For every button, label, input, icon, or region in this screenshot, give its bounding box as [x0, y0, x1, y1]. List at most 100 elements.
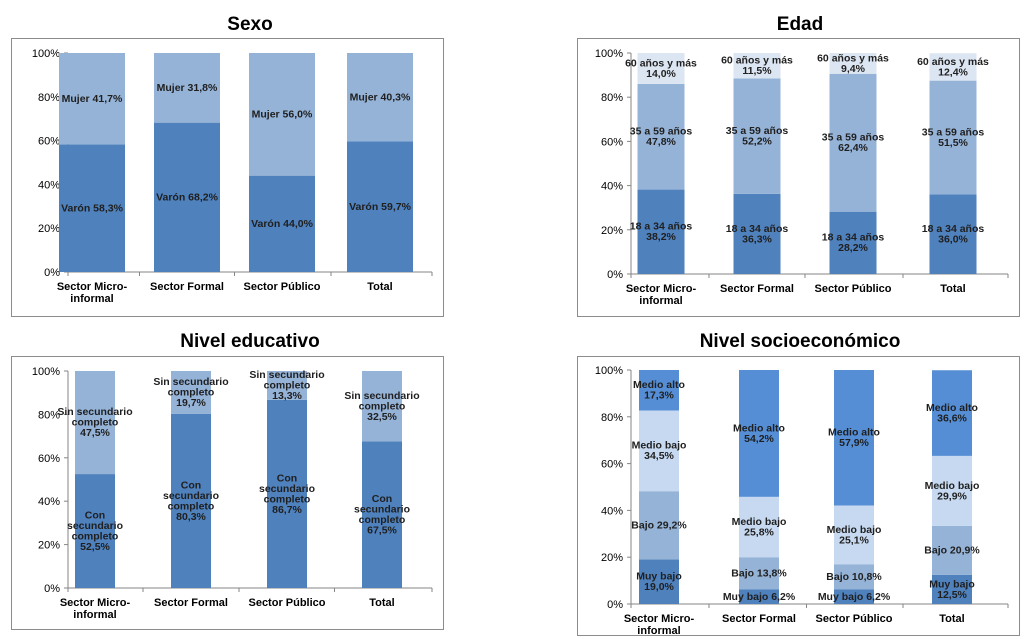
category-label-sector-micro-informal: Sector Micro-informal — [626, 283, 697, 307]
bar-sin-secundario-completo-total — [362, 371, 402, 442]
bar-mujer-total — [347, 53, 413, 142]
data-label-con-secundario-completo-sector-publico: Con secundario completo 86,7% — [259, 472, 315, 516]
data-label-medio-alto-sector-formal: Medio alto 54,2% — [733, 422, 785, 445]
y-tick-label: 0% — [44, 583, 60, 595]
y-tick-label: 100% — [595, 365, 623, 377]
y-tick-label: 20% — [38, 540, 60, 552]
bar-35-a-59-anos-sector-publico — [829, 73, 877, 212]
y-tick-label: 40% — [601, 181, 623, 193]
data-label-medio-bajo-total: Medio bajo 29,9% — [925, 480, 980, 503]
data-label-mujer-sector-publico: Mujer 56,0% — [252, 108, 313, 120]
data-label-35-a-59-anos-sector-micro-informal: 35 a 59 años 47,8% — [630, 126, 693, 149]
chart-title-edad: Edad — [776, 14, 824, 35]
category-label-sector-publico: Sector Público — [814, 283, 891, 295]
category-label-sector-formal: Sector Formal — [722, 613, 796, 625]
data-label-medio-bajo-sector-formal: Medio bajo 25,8% — [732, 516, 787, 539]
data-label-varon-total: Varón 59,7% — [349, 201, 412, 213]
bar-medio-alto-sector-formal — [739, 370, 779, 497]
y-tick-label: 100% — [32, 48, 60, 60]
y-tick-label: 80% — [601, 92, 623, 104]
data-label-varon-sector-micro-informal: Varón 58,3% — [61, 202, 124, 214]
y-tick-label: 0% — [607, 269, 623, 281]
y-tick-label: 60% — [38, 453, 60, 465]
category-label-sector-publico: Sector Público — [815, 613, 892, 625]
bar-muy-bajo-total — [932, 574, 972, 604]
data-label-bajo-sector-micro-informal: Bajo 29,2% — [631, 520, 687, 532]
chart-title-sexo: Sexo — [227, 14, 273, 35]
data-label-medio-alto-total: Medio alto 36,6% — [926, 402, 978, 425]
bar-mujer-sector-publico — [249, 53, 315, 176]
data-label-con-secundario-completo-sector-micro-informal: Con secundario completo 52,5% — [67, 509, 123, 553]
bar-bajo-total — [932, 525, 972, 575]
bar-sin-secundario-completo-sector-formal — [171, 371, 211, 414]
category-label-total: Total — [367, 281, 392, 293]
bar-mujer-sector-formal — [154, 53, 220, 123]
y-tick-label: 60% — [601, 459, 623, 471]
y-tick-label: 80% — [38, 409, 60, 421]
bar-60-anos-y-mas-sector-formal — [733, 53, 781, 79]
data-label-medio-alto-sector-micro-informal: Medio alto 17,3% — [633, 379, 685, 402]
y-tick-label: 60% — [601, 136, 623, 148]
data-label-varon-sector-publico: Varón 44,0% — [251, 218, 314, 230]
data-label-60-anos-y-mas-sector-publico: 60 años y más 9,4% — [817, 52, 889, 75]
data-label-muy-bajo-sector-micro-informal: Muy bajo 19,0% — [636, 571, 682, 594]
chart-nivel-educativo: 0% 20% 40% 60% 80% 100% Sector Micro-informal S… — [11, 356, 444, 630]
data-label-medio-bajo-sector-publico: Medio bajo 25,1% — [827, 524, 882, 547]
bar-medio-bajo-total — [932, 455, 972, 526]
chart-sexo: 0% 20% 40% 60% 80% 100% Sector Micro-informal S… — [11, 38, 444, 317]
category-label-sector-micro-informal: Sector Micro-informal — [57, 281, 128, 305]
y-tick-label: 80% — [38, 92, 60, 104]
chart-edad: 0% 20% 40% 60% 80% 100% Sector Micro-informal S… — [577, 38, 1020, 317]
bar-varon-sector-micro-informal — [59, 144, 125, 272]
y-tick-label: 100% — [595, 48, 623, 60]
data-label-medio-alto-sector-publico: Medio alto 57,9% — [828, 427, 880, 450]
data-label-35-a-59-anos-sector-publico: 35 a 59 años 62,4% — [822, 132, 885, 155]
bar-sin-secundario-completo-sector-publico — [267, 371, 307, 400]
data-label-18-a-34-anos-total: 18 a 34 años 36,0% — [922, 223, 985, 246]
data-label-con-secundario-completo-total: Con secundario completo 67,5% — [354, 493, 410, 536]
category-label-total: Total — [940, 283, 965, 295]
y-tick-label: 20% — [38, 223, 60, 235]
data-label-mujer-sector-micro-informal: Mujer 41,7% — [62, 93, 123, 105]
chart-title-nivel-socioeconomico: Nivel socioeconómico — [699, 331, 901, 352]
data-label-muy-bajo-sector-publico: Muy bajo 6,2% — [818, 591, 891, 603]
category-label-total: Total — [369, 597, 394, 609]
data-label-bajo-sector-publico: Bajo 10,8% — [826, 571, 882, 583]
y-tick-label: 40% — [601, 505, 623, 517]
data-label-18-a-34-anos-sector-micro-informal: 18 a 34 años 38,2% — [630, 221, 693, 244]
bar-varon-sector-publico — [249, 175, 315, 272]
bar-bajo-sector-publico — [834, 564, 874, 590]
bar-medio-bajo-sector-publico — [834, 505, 874, 565]
y-tick-label: 100% — [32, 366, 60, 378]
y-tick-label: 0% — [44, 267, 60, 279]
bar-18-a-34-anos-sector-formal — [733, 193, 781, 274]
category-label-sector-formal: Sector Formal — [150, 281, 224, 293]
bar-35-a-59-anos-sector-micro-informal — [637, 83, 685, 190]
bar-35-a-59-anos-sector-formal — [733, 78, 781, 194]
data-label-medio-bajo-sector-micro-informal: Medio bajo 34,5% — [632, 440, 687, 463]
bar-mujer-sector-micro-informal — [59, 53, 125, 145]
bar-18-a-34-anos-sector-publico — [829, 211, 877, 274]
data-label-35-a-59-anos-sector-formal: 35 a 59 años 52,2% — [726, 125, 789, 148]
bar-con-secundario-completo-sector-publico — [267, 399, 307, 588]
category-label-sector-formal: Sector Formal — [154, 597, 228, 609]
bar-medio-alto-sector-micro-informal — [639, 370, 679, 411]
bar-con-secundario-completo-sector-micro-informal — [75, 474, 115, 588]
bar-35-a-59-anos-total — [929, 80, 977, 195]
category-label-sector-micro-informal: Sector Micro-informal — [60, 597, 131, 621]
bar-medio-bajo-sector-formal — [739, 496, 779, 558]
data-label-60-anos-y-mas-total: 60 años y más 12,4% — [917, 56, 989, 79]
bar-muy-bajo-sector-formal — [739, 589, 779, 604]
bar-muy-bajo-sector-publico — [834, 589, 874, 604]
category-label-sector-publico: Sector Público — [248, 597, 325, 609]
data-label-mujer-sector-formal: Mujer 31,8% — [157, 82, 218, 94]
y-tick-label: 80% — [601, 412, 623, 424]
data-label-bajo-total: Bajo 20,9% — [924, 544, 980, 556]
bar-con-secundario-completo-total — [362, 441, 402, 588]
y-tick-label: 20% — [601, 552, 623, 564]
data-label-muy-bajo-sector-formal: Muy bajo 6,2% — [723, 591, 796, 603]
y-tick-label: 0% — [607, 599, 623, 611]
data-label-60-anos-y-mas-sector-formal: 60 años y más 11,5% — [721, 55, 793, 78]
data-label-18-a-34-anos-sector-formal: 18 a 34 años 36,3% — [726, 223, 789, 246]
data-label-35-a-59-anos-total: 35 a 59 años 51,5% — [922, 126, 985, 148]
